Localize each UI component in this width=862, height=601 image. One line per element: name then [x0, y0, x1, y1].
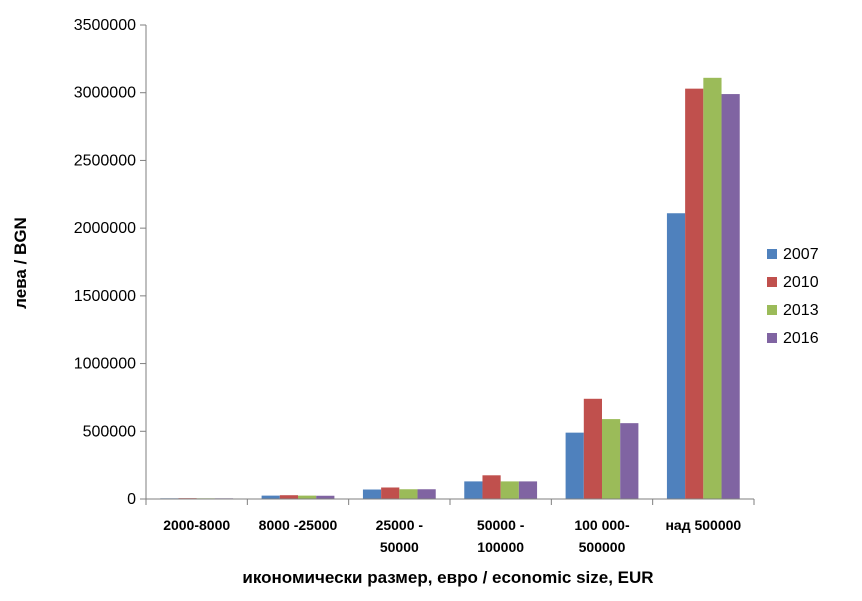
x-tick-label: 50000 -100000	[477, 517, 525, 555]
y-tick-label: 3500000	[74, 17, 136, 34]
y-tick-label: 1500000	[74, 288, 136, 305]
y-tick-label: 0	[127, 491, 136, 508]
y-tick-label: 500000	[83, 423, 136, 440]
y-tick-label: 2500000	[74, 152, 136, 169]
bar-2013	[399, 489, 418, 499]
bar-2013	[703, 77, 722, 500]
bar-2007	[464, 481, 483, 499]
bar-2010	[381, 487, 400, 499]
x-tick-label: 2000-8000	[163, 517, 230, 533]
bar-2010	[685, 88, 704, 499]
bar-2007	[261, 495, 280, 499]
bar-2013	[602, 419, 621, 499]
y-tick-label: 1000000	[74, 356, 136, 373]
bar-2016	[316, 495, 335, 499]
legend-label: 2010	[783, 274, 819, 291]
bar-2010	[279, 495, 298, 499]
bars	[160, 77, 740, 500]
x-tick-label: 25000 -50000	[376, 517, 424, 555]
legend-swatch	[767, 305, 777, 315]
x-tick-label: 8000 -25000	[259, 517, 338, 533]
bar-2016	[620, 423, 639, 499]
y-tick-label: 2000000	[74, 220, 136, 237]
legend-label: 2007	[783, 246, 819, 263]
x-axis: 2000-8000 8000 -25000 25000 -50000 50000 -1…	[145, 498, 755, 555]
bar-2007	[565, 432, 584, 499]
legend: 2007 2010 2013 2016	[767, 246, 819, 347]
x-tick-label: над 500000	[665, 517, 741, 533]
x-tick-label: 100 000-500000	[574, 517, 630, 555]
legend-label: 2016	[783, 330, 819, 347]
x-axis-title: икономически размер, евро / economic siz…	[242, 568, 653, 587]
bar-2010	[482, 475, 501, 499]
bar-2016	[721, 94, 740, 499]
legend-label: 2013	[783, 302, 819, 319]
bar-2013	[500, 481, 519, 499]
legend-swatch	[767, 277, 777, 287]
bar-2010	[583, 398, 602, 499]
bar-2013	[298, 495, 317, 499]
bar-2016	[518, 481, 538, 499]
legend-swatch	[767, 333, 777, 343]
bar-2007	[362, 489, 382, 499]
legend-swatch	[767, 249, 777, 259]
bar-2007	[666, 213, 686, 499]
bar-2016	[417, 489, 436, 499]
y-axis: 0 500000 1000000 1500000 2000000 2500000 30000…	[74, 17, 147, 508]
y-tick-label: 3000000	[74, 85, 136, 102]
y-axis-title: лева / BGN	[11, 217, 30, 309]
